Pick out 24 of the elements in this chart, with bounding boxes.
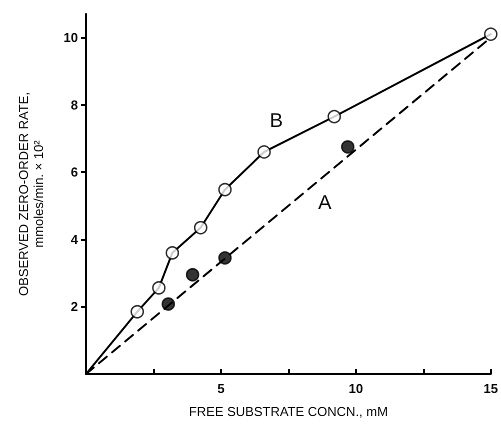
y-tick-label: 2: [70, 299, 78, 314]
series-label: B: [270, 110, 283, 132]
point: [484, 27, 498, 41]
point: [166, 246, 180, 260]
point: [152, 281, 166, 295]
point: [218, 182, 232, 196]
y-axis-title: OBSERVED ZERO-ORDER RATE, mmoles/min. × 10²: [16, 92, 46, 296]
y-tick-label: 6: [70, 164, 78, 180]
point: [194, 220, 208, 234]
point: [186, 268, 200, 282]
series-label: A: [318, 192, 332, 214]
point: [130, 305, 144, 319]
x-tick-label: 5: [217, 381, 225, 396]
point: [341, 140, 354, 154]
x-tick-label: 10: [348, 381, 364, 396]
point: [257, 145, 271, 159]
point: [218, 251, 232, 265]
x-axis-title: FREE SUBSTRATE CONCN., mM: [188, 404, 388, 419]
y-tick-label: 8: [70, 97, 78, 112]
y-tick-label: 4: [70, 232, 79, 247]
x-tick-label: 15: [484, 381, 498, 396]
y-tick-label: 10: [64, 30, 78, 46]
point: [328, 110, 342, 124]
point: [162, 297, 176, 311]
